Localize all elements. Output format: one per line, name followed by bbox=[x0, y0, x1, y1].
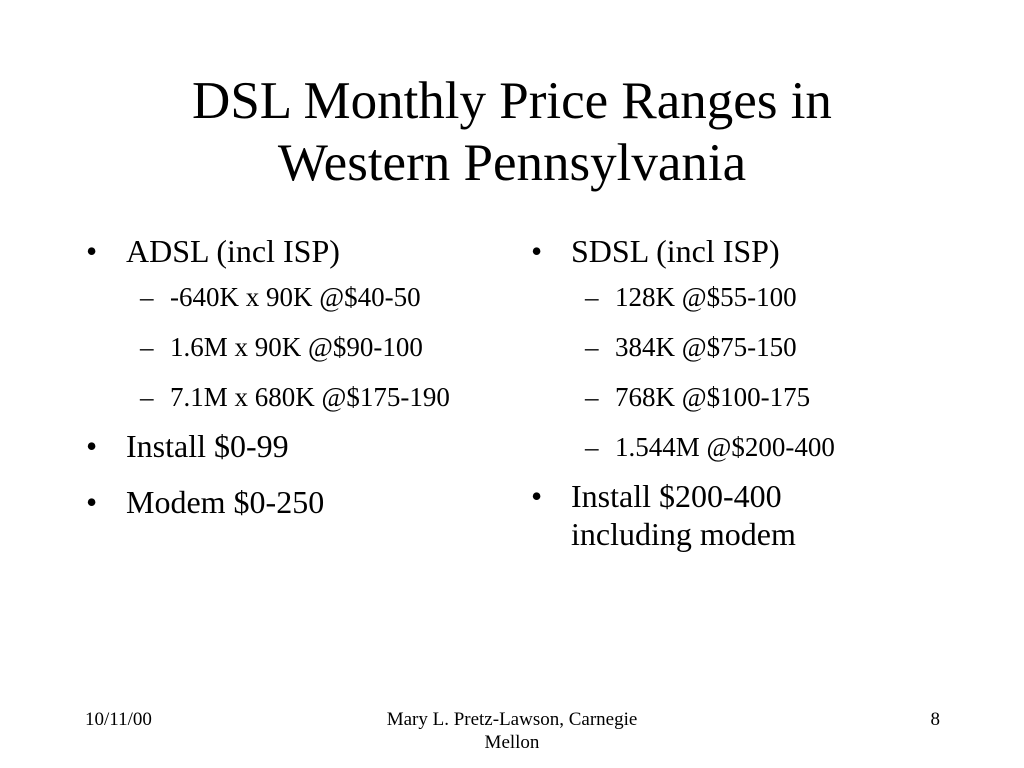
dash-icon: – bbox=[585, 332, 599, 362]
page-number: 8 bbox=[930, 709, 941, 730]
bullet-icon: • bbox=[86, 233, 98, 269]
sdsl-subitem: – 128K @$55-100 bbox=[527, 282, 947, 313]
dash-icon: – bbox=[585, 282, 599, 312]
adsl-subitem: – 7.1M x 680K @$175-190 bbox=[82, 382, 490, 413]
sdsl-subitem-text: 768K @$100-175 bbox=[615, 382, 811, 412]
bullet-modem-text: Modem $0-250 bbox=[126, 484, 325, 520]
bullet-icon: • bbox=[531, 478, 543, 514]
bullet-adsl: • ADSL (incl ISP) bbox=[82, 232, 502, 270]
slide-title: DSL Monthly Price Ranges in Western Penn… bbox=[80, 70, 944, 194]
sdsl-subitem: – 1.544M @$200-400 bbox=[527, 432, 947, 463]
dash-icon: – bbox=[140, 282, 154, 312]
sdsl-subitem-text: 384K @$75-150 bbox=[615, 332, 797, 362]
sdsl-subitem-text: 128K @$55-100 bbox=[615, 282, 797, 312]
bullet-sdsl: • SDSL (incl ISP) bbox=[527, 232, 947, 270]
bullet-icon: • bbox=[86, 484, 98, 520]
slide-title-line-1: DSL Monthly Price Ranges in bbox=[192, 72, 832, 130]
bullet-icon: • bbox=[531, 233, 543, 269]
bullet-install: • Install $200-400 including modem bbox=[527, 477, 871, 553]
bullet-install-text: Install $200-400 including modem bbox=[571, 478, 796, 552]
adsl-subitem-text: -640K x 90K @$40-50 bbox=[170, 282, 421, 312]
bullet-modem: • Modem $0-250 bbox=[82, 483, 502, 521]
adsl-subitem-text: 1.6M x 90K @$90-100 bbox=[170, 332, 423, 362]
footer-date: 10/11/00 bbox=[85, 709, 152, 730]
left-column: • ADSL (incl ISP) – -640K x 90K @$40-50 … bbox=[82, 232, 502, 521]
slide-title-line-2: Western Pennsylvania bbox=[277, 134, 747, 192]
right-column: • SDSL (incl ISP) – 128K @$55-100 – 384K… bbox=[527, 232, 947, 553]
adsl-subitem: – -640K x 90K @$40-50 bbox=[82, 282, 502, 313]
sdsl-subitem: – 768K @$100-175 bbox=[527, 382, 947, 413]
dash-icon: – bbox=[585, 432, 599, 462]
sdsl-subitem-text: 1.544M @$200-400 bbox=[615, 432, 835, 462]
dash-icon: – bbox=[140, 332, 154, 362]
bullet-install-text: Install $0-99 bbox=[126, 428, 289, 464]
bullet-icon: • bbox=[86, 428, 98, 464]
bullet-sdsl-text: SDSL (incl ISP) bbox=[571, 233, 780, 269]
adsl-subitem-text: 7.1M x 680K @$175-190 bbox=[170, 382, 450, 412]
adsl-subitem: – 1.6M x 90K @$90-100 bbox=[82, 332, 502, 363]
sdsl-subitem: – 384K @$75-150 bbox=[527, 332, 947, 363]
dash-icon: – bbox=[140, 382, 154, 412]
dash-icon: – bbox=[585, 382, 599, 412]
bullet-adsl-text: ADSL (incl ISP) bbox=[126, 233, 340, 269]
footer-author: Mary L. Pretz-Lawson, Carnegie Mellon bbox=[386, 709, 638, 753]
bullet-install: • Install $0-99 bbox=[82, 427, 502, 465]
